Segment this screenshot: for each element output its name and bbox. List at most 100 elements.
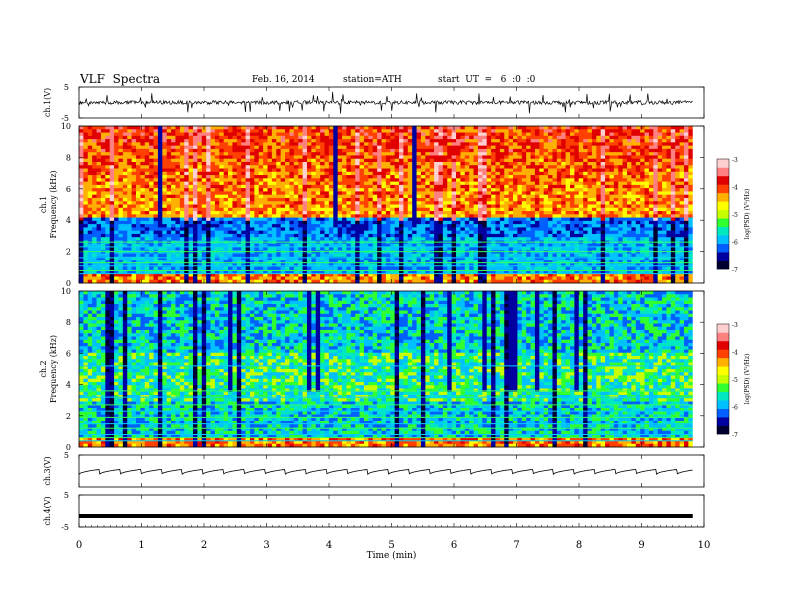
spectro-cell bbox=[394, 197, 400, 202]
spectro-cell bbox=[626, 126, 632, 130]
spectro-cell bbox=[271, 142, 277, 147]
spectro-cell bbox=[679, 220, 685, 225]
spectro-cell bbox=[526, 145, 531, 150]
spectro-cell bbox=[285, 142, 290, 147]
spectro-cell bbox=[166, 220, 172, 225]
spectro-cell bbox=[688, 233, 694, 238]
spectro-cell bbox=[298, 145, 303, 150]
spectro-cell bbox=[499, 142, 505, 147]
spectro-cell bbox=[438, 148, 444, 153]
spectro-cell bbox=[587, 165, 593, 169]
spectro-cell bbox=[504, 214, 510, 218]
spectro-cell bbox=[289, 168, 295, 173]
spectro-cell bbox=[232, 129, 238, 133]
spectro-cell bbox=[385, 233, 391, 238]
spectro-cell bbox=[451, 184, 457, 189]
spectro-cell bbox=[315, 224, 321, 228]
spectro-cell bbox=[464, 191, 470, 196]
spectro-cell bbox=[675, 214, 680, 218]
spectro-cell bbox=[517, 204, 523, 209]
spectro-cell bbox=[355, 217, 360, 222]
spectro-cell bbox=[477, 188, 483, 192]
spectro-cell bbox=[517, 201, 523, 205]
spectro-cell bbox=[399, 191, 404, 196]
spectro-cell bbox=[526, 197, 531, 202]
spectro-cell bbox=[399, 237, 404, 241]
spectro-cell bbox=[521, 194, 527, 199]
spectro-cell bbox=[131, 184, 137, 189]
spectro-cell bbox=[675, 158, 680, 163]
spectro-cell bbox=[236, 194, 242, 199]
spectro-cell bbox=[359, 207, 365, 212]
spectro-cell bbox=[122, 224, 128, 228]
spectro-cell bbox=[377, 132, 382, 137]
spectro-cell bbox=[359, 184, 365, 189]
spectro-cell bbox=[425, 188, 431, 192]
spectro-cell bbox=[333, 139, 339, 143]
spectro-cell bbox=[114, 165, 119, 169]
spectro-cell bbox=[460, 188, 466, 192]
spectro-cell bbox=[622, 194, 628, 199]
spectro-cell bbox=[491, 214, 496, 218]
spectro-cell bbox=[135, 227, 141, 232]
spectro-cell bbox=[442, 201, 448, 205]
spectro-cell bbox=[434, 191, 439, 196]
spectro-cell bbox=[355, 204, 360, 209]
spectro-cell bbox=[149, 224, 154, 228]
spectro-cell bbox=[83, 233, 89, 238]
spectro-cell bbox=[179, 184, 185, 189]
spectro-cell bbox=[179, 188, 185, 192]
spectro-cell bbox=[324, 188, 330, 192]
spectro-cell bbox=[223, 155, 229, 160]
spectro-cell bbox=[648, 214, 654, 218]
spectro-cell bbox=[609, 204, 615, 209]
spectro-cell bbox=[245, 201, 251, 205]
spectro-cell bbox=[214, 165, 220, 169]
spectro-cell bbox=[561, 155, 567, 160]
spectro-cell bbox=[293, 129, 299, 133]
spectro-cell bbox=[276, 207, 282, 212]
spectro-cell bbox=[267, 194, 273, 199]
spectro-cell bbox=[118, 191, 124, 196]
spectro-cell bbox=[526, 135, 531, 140]
spectro-cell bbox=[473, 135, 479, 140]
spectro-cell bbox=[644, 204, 650, 209]
spectro-cell bbox=[662, 126, 667, 130]
spectro-cell bbox=[114, 188, 119, 192]
spectro-cell bbox=[683, 230, 689, 235]
spectro-cell bbox=[179, 214, 185, 218]
spectro-cell bbox=[508, 211, 514, 215]
spectro-cell bbox=[618, 142, 623, 147]
spectro-cell bbox=[508, 230, 514, 235]
spectro-cell bbox=[377, 158, 382, 163]
spectro-cell bbox=[679, 227, 685, 232]
spectro-cell bbox=[622, 211, 628, 215]
spectro-cell bbox=[438, 188, 444, 192]
spectro-cell bbox=[328, 191, 334, 196]
spectro-cell bbox=[451, 227, 457, 232]
spectro-cell bbox=[140, 129, 146, 133]
spectro-cell bbox=[670, 161, 676, 166]
spectro-cell bbox=[306, 181, 312, 186]
spectro-cell bbox=[201, 129, 207, 133]
spectro-cell bbox=[675, 139, 680, 143]
spectro-cell bbox=[92, 201, 97, 205]
spectro-cell bbox=[254, 132, 260, 137]
spectro-cell bbox=[657, 175, 663, 179]
spectro-cell bbox=[201, 201, 207, 205]
spectro-cell bbox=[561, 148, 567, 153]
spectro-cell bbox=[92, 158, 97, 163]
spectro-cell bbox=[670, 181, 676, 186]
spectro-cell bbox=[381, 207, 387, 212]
spectro-cell bbox=[214, 237, 220, 241]
spectro-cell bbox=[622, 161, 628, 166]
spectro-cell bbox=[236, 201, 242, 205]
spectro-cell bbox=[162, 233, 168, 238]
spectro-cell bbox=[100, 191, 106, 196]
spectro-cell bbox=[114, 161, 119, 166]
spectro-cell bbox=[192, 237, 198, 241]
spectro-cell bbox=[267, 191, 273, 196]
spectro-cell bbox=[184, 152, 189, 156]
spectro-cell bbox=[289, 224, 295, 228]
spectro-cell bbox=[675, 129, 680, 133]
